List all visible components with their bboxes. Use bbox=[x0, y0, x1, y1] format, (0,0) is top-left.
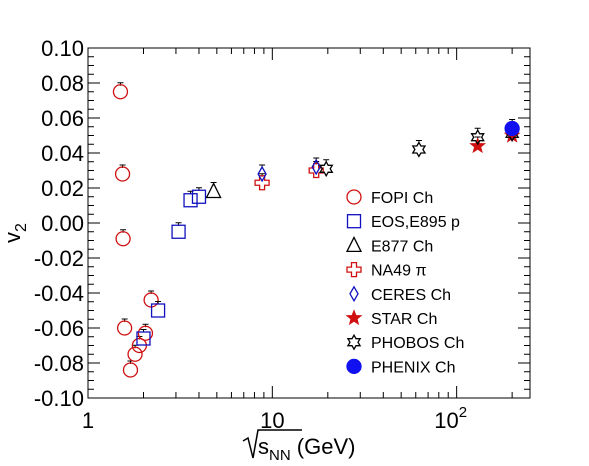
legend-label: PHOBOS Ch bbox=[371, 335, 464, 352]
data-points bbox=[112, 82, 521, 378]
x-axis-title-root: s bbox=[258, 434, 269, 459]
y-axis-title-sub: 2 bbox=[13, 223, 30, 232]
y-tick-label: -0.06 bbox=[34, 316, 84, 341]
data-point bbox=[311, 158, 321, 176]
legend-label: E877 Ch bbox=[371, 238, 433, 255]
x-tick-label: 102 bbox=[434, 404, 467, 433]
x-tick-label-exponent: 2 bbox=[459, 404, 467, 421]
y-tick-label: -0.04 bbox=[34, 281, 84, 306]
svg-text:sNN (GeV): sNN (GeV) bbox=[258, 434, 355, 464]
data-point bbox=[115, 231, 131, 247]
x-axis-title-unit: (GeV) bbox=[291, 434, 356, 459]
legend-marker bbox=[346, 333, 362, 351]
y-tick-label: 0.10 bbox=[41, 36, 84, 61]
y-tick-label: -0.08 bbox=[34, 351, 84, 376]
y-axis-title: v2 bbox=[0, 223, 30, 243]
legend-label: CERES Ch bbox=[371, 287, 451, 304]
data-point bbox=[504, 120, 520, 137]
y-tick-label: 0.04 bbox=[41, 141, 84, 166]
legend-label: PHENIX Ch bbox=[371, 359, 455, 376]
data-point bbox=[171, 224, 186, 239]
legend-label: EOS,E895 p bbox=[371, 214, 460, 231]
data-point bbox=[205, 182, 222, 199]
x-axis-title: sNN (GeV) bbox=[242, 429, 355, 464]
y-tick-label: 0.00 bbox=[41, 211, 84, 236]
legend: FOPI Ch EOS,E895 p E877 Ch NA49 π CERES Ch ST… bbox=[345, 189, 464, 376]
data-point bbox=[150, 303, 166, 318]
data-point bbox=[183, 193, 198, 208]
data-point bbox=[136, 331, 151, 346]
data-point bbox=[318, 160, 334, 178]
legend-marker bbox=[346, 189, 362, 205]
data-point bbox=[137, 325, 154, 341]
x-axis-title-sub: NN bbox=[269, 447, 291, 464]
y-tick-label: 0.06 bbox=[41, 106, 84, 131]
data-point bbox=[411, 141, 427, 158]
legend-label: STAR Ch bbox=[371, 311, 437, 328]
data-point bbox=[116, 320, 133, 336]
data-point bbox=[308, 162, 324, 179]
data-point bbox=[122, 362, 139, 378]
legend-label: NA49 π bbox=[371, 263, 427, 280]
legend-marker bbox=[346, 261, 362, 278]
y-tick-label: 0.02 bbox=[41, 176, 84, 201]
y-tick-label: 0.08 bbox=[41, 71, 84, 96]
data-point bbox=[254, 175, 270, 191]
y-axis-title-main: v bbox=[0, 232, 25, 243]
data-point bbox=[114, 166, 131, 182]
data-point bbox=[112, 84, 129, 100]
y-tick-label: -0.10 bbox=[34, 386, 84, 411]
legend-marker bbox=[346, 358, 362, 375]
x-tick-label: 1 bbox=[82, 408, 94, 433]
data-point bbox=[191, 189, 207, 204]
y-tick-label: -0.02 bbox=[34, 246, 84, 271]
y-axis-ticks: -0.10 -0.08 -0.06 -0.04 -0.02 0.00 0.02 0.04 0.0… bbox=[34, 36, 530, 411]
data-point bbox=[470, 128, 485, 146]
legend-marker bbox=[345, 235, 363, 253]
legend-marker bbox=[346, 214, 362, 229]
sqrt-sign bbox=[242, 429, 302, 459]
legend-label: FOPI Ch bbox=[371, 190, 433, 207]
legend-marker bbox=[345, 309, 363, 326]
data-point bbox=[257, 165, 267, 183]
data-point bbox=[127, 346, 143, 362]
legend-marker bbox=[349, 285, 359, 303]
x-tick-label: 10 bbox=[260, 408, 284, 433]
